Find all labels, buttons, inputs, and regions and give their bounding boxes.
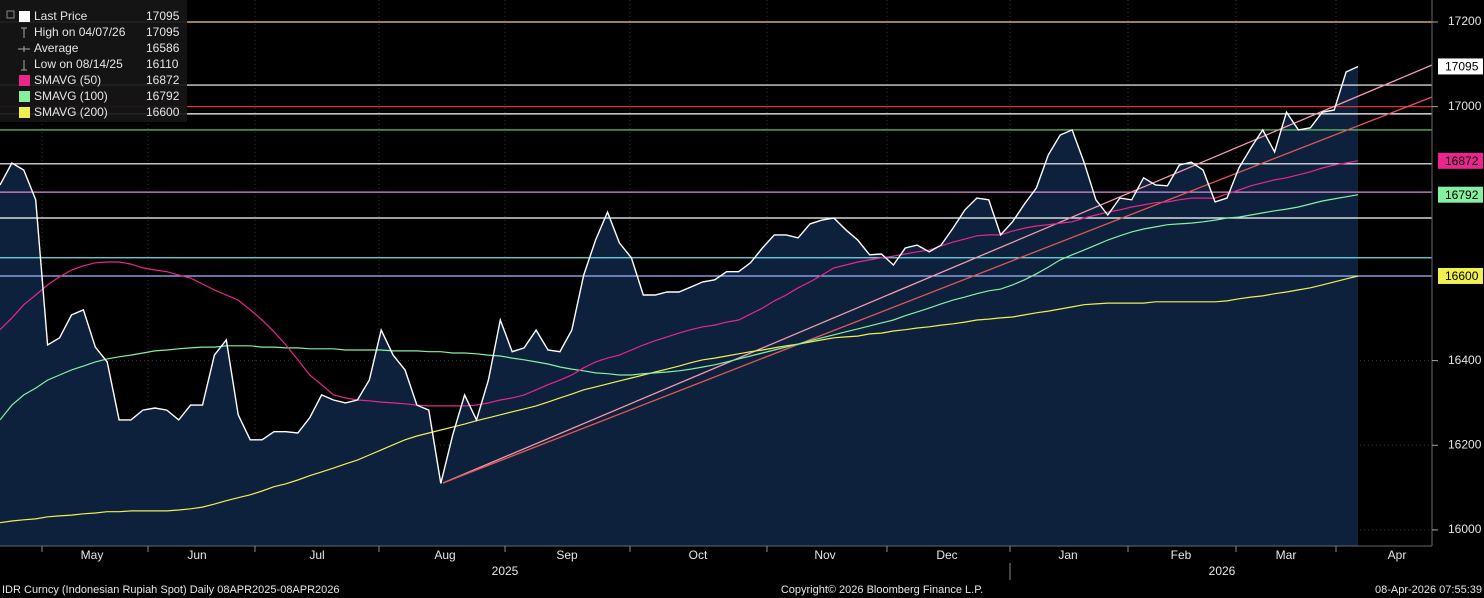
x-tick-label: Apr	[1388, 548, 1407, 562]
x-tick-label: Oct	[689, 548, 708, 562]
year-label: 2025	[492, 564, 519, 578]
y-tick-label: 16200	[1448, 437, 1482, 451]
series-line	[0, 65, 1359, 484]
legend-label: Low on 08/14/25	[34, 57, 123, 71]
legend-value: 16600	[146, 105, 180, 119]
legend-value: 17095	[146, 25, 180, 39]
x-tick-label: Jul	[309, 548, 324, 562]
last-value-badge	[1438, 152, 1483, 169]
legend-label: SMAVG (50)	[34, 73, 101, 87]
footer-center: Copyright© 2026 Bloomberg Finance L.P.	[781, 584, 983, 596]
legend-box	[0, 0, 187, 122]
footer-right: 08-Apr-2026 07:55:39	[1375, 584, 1482, 596]
footer-left: IDR Curncy (Indonesian Rupiah Spot) Dail…	[2, 584, 340, 596]
x-tick-label: Dec	[936, 548, 957, 562]
x-tick-label: Aug	[434, 548, 455, 562]
y-tick-label: 17000	[1448, 99, 1482, 113]
x-tick-label: Feb	[1171, 548, 1192, 562]
last-value-badge	[1438, 267, 1483, 284]
legend-swatch	[19, 75, 30, 86]
legend-value: 16586	[146, 41, 180, 55]
x-tick-label: May	[81, 548, 104, 562]
legend-label: Last Price	[34, 9, 88, 23]
trend-line	[442, 64, 1433, 484]
legend-label: SMAVG (100)	[34, 89, 108, 103]
x-tick-label: Sep	[556, 548, 578, 562]
legend-collapse	[6, 10, 15, 19]
last-value-badge	[1438, 186, 1483, 203]
legend-label: High on 04/07/26	[34, 25, 126, 39]
plot-area	[0, 0, 1432, 546]
legend-swatch	[19, 91, 30, 102]
x-tick-label: Jan	[1058, 548, 1077, 562]
last-value-label: 16792	[1445, 188, 1479, 202]
price-area	[0, 66, 1358, 546]
last-value-label: 17095	[1445, 60, 1479, 74]
x-tick-label: Jun	[187, 548, 206, 562]
legend-value: 16872	[146, 73, 180, 87]
series-line	[0, 194, 1359, 421]
legend-swatch	[19, 11, 30, 22]
last-value-badge	[1438, 58, 1483, 75]
legend-label: SMAVG (200)	[34, 105, 108, 119]
legend-swatch	[19, 107, 30, 118]
y-tick-label: 17200	[1448, 14, 1482, 28]
year-label: 2026	[1209, 564, 1236, 578]
y-tick-label: 16400	[1448, 353, 1482, 367]
y-tick-label: 16000	[1448, 522, 1482, 536]
trend-line	[442, 96, 1433, 484]
legend-value: 16792	[146, 89, 180, 103]
legend-value: 17095	[146, 9, 180, 23]
last-value-label: 16600	[1445, 269, 1479, 283]
x-tick-label: Mar	[1276, 548, 1297, 562]
legend-value: 16110	[146, 57, 179, 71]
legend-label: Average	[34, 41, 79, 55]
x-tick-label: Nov	[814, 548, 835, 562]
overlay	[0, 65, 1359, 524]
series-line	[0, 160, 1359, 407]
last-value-label: 16872	[1445, 154, 1479, 168]
series-line	[0, 275, 1359, 524]
